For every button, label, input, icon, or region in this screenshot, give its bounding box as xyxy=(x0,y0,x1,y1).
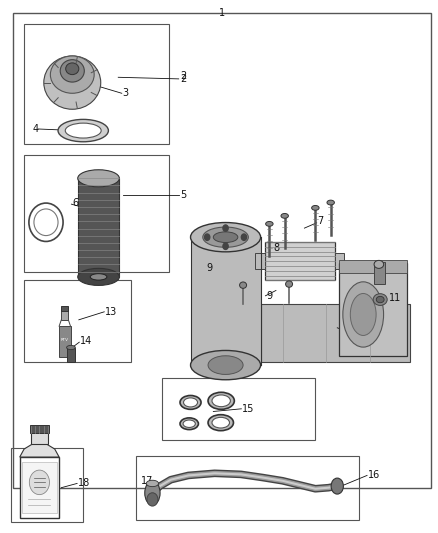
Text: 5: 5 xyxy=(180,190,187,199)
Bar xyxy=(24,24,169,144)
Ellipse shape xyxy=(58,119,109,142)
Ellipse shape xyxy=(78,169,119,187)
Text: 9: 9 xyxy=(266,291,272,301)
Ellipse shape xyxy=(212,417,230,428)
Text: RTV: RTV xyxy=(61,337,69,342)
Text: 11: 11 xyxy=(389,294,401,303)
Ellipse shape xyxy=(331,478,343,494)
Bar xyxy=(24,280,131,362)
Bar xyxy=(31,432,48,443)
Ellipse shape xyxy=(240,282,247,288)
Text: 6: 6 xyxy=(72,198,78,207)
Ellipse shape xyxy=(203,227,248,247)
Ellipse shape xyxy=(281,213,288,219)
Ellipse shape xyxy=(44,56,101,109)
Bar xyxy=(339,260,407,273)
Ellipse shape xyxy=(212,395,230,407)
Bar xyxy=(136,456,359,520)
Ellipse shape xyxy=(183,420,195,427)
Polygon shape xyxy=(20,443,59,457)
Text: 1: 1 xyxy=(219,9,226,18)
Text: 14: 14 xyxy=(80,336,92,346)
Circle shape xyxy=(223,243,228,249)
Ellipse shape xyxy=(376,296,384,303)
Circle shape xyxy=(241,234,247,240)
Ellipse shape xyxy=(311,205,319,211)
Text: 10: 10 xyxy=(389,264,401,274)
Ellipse shape xyxy=(373,294,387,305)
Bar xyxy=(265,242,335,280)
Ellipse shape xyxy=(374,260,384,269)
Ellipse shape xyxy=(286,281,293,287)
Bar xyxy=(11,448,83,522)
Polygon shape xyxy=(78,178,119,277)
Text: 7: 7 xyxy=(318,216,324,226)
Text: 17: 17 xyxy=(141,476,153,486)
Ellipse shape xyxy=(60,60,84,82)
Text: 2: 2 xyxy=(180,71,187,80)
Bar xyxy=(67,348,75,362)
Text: 13: 13 xyxy=(105,307,117,317)
Bar xyxy=(22,462,57,513)
Ellipse shape xyxy=(343,282,384,347)
Bar xyxy=(374,262,385,284)
Bar xyxy=(59,326,71,357)
Ellipse shape xyxy=(66,63,79,75)
Ellipse shape xyxy=(191,351,261,379)
Ellipse shape xyxy=(180,418,198,430)
Ellipse shape xyxy=(90,274,107,280)
Ellipse shape xyxy=(65,123,101,138)
Text: 3: 3 xyxy=(123,88,129,98)
Text: 4: 4 xyxy=(33,124,39,134)
Ellipse shape xyxy=(327,200,335,205)
Bar xyxy=(30,425,49,433)
Text: 9: 9 xyxy=(207,263,213,272)
Circle shape xyxy=(205,234,210,240)
Bar xyxy=(255,253,265,269)
Text: 18: 18 xyxy=(78,479,90,488)
Ellipse shape xyxy=(350,294,376,335)
Bar xyxy=(339,263,407,356)
Bar xyxy=(162,378,315,440)
Ellipse shape xyxy=(208,392,234,409)
Ellipse shape xyxy=(184,398,198,407)
Bar xyxy=(335,253,344,269)
Bar xyxy=(13,13,431,488)
Bar xyxy=(24,155,169,272)
Circle shape xyxy=(29,470,49,495)
Text: 7: 7 xyxy=(218,223,224,233)
Text: 2: 2 xyxy=(180,74,187,84)
Bar xyxy=(61,306,68,311)
Bar xyxy=(261,304,410,362)
Ellipse shape xyxy=(67,345,75,350)
Ellipse shape xyxy=(147,492,158,506)
Ellipse shape xyxy=(208,356,243,374)
Text: 15: 15 xyxy=(242,404,254,414)
Ellipse shape xyxy=(208,415,233,431)
Ellipse shape xyxy=(146,480,159,487)
Bar xyxy=(20,457,59,518)
Ellipse shape xyxy=(180,395,201,409)
Ellipse shape xyxy=(213,232,238,243)
Ellipse shape xyxy=(145,481,160,505)
Ellipse shape xyxy=(50,56,94,93)
Text: 12: 12 xyxy=(353,328,365,338)
Ellipse shape xyxy=(78,269,119,286)
Ellipse shape xyxy=(265,222,273,227)
Ellipse shape xyxy=(191,223,261,252)
Text: 16: 16 xyxy=(368,471,380,480)
Circle shape xyxy=(223,225,228,231)
Bar xyxy=(61,310,68,320)
Text: 8: 8 xyxy=(274,243,280,253)
